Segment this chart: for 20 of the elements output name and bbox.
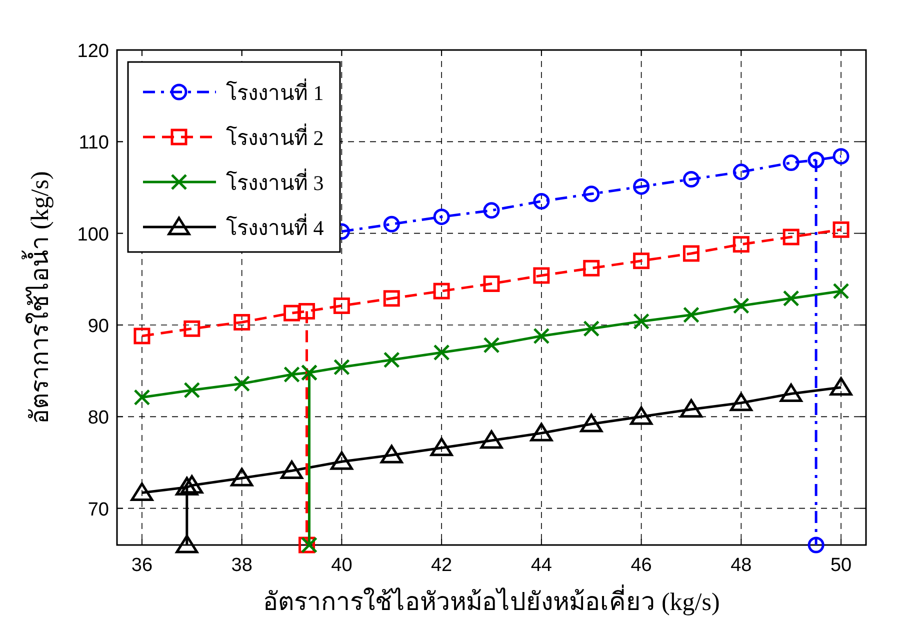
y-tick-label: 80 bbox=[88, 408, 109, 429]
y-tick-label: 100 bbox=[77, 224, 109, 246]
y-tick-label: 90 bbox=[88, 316, 109, 337]
x-tick-label: 48 bbox=[730, 555, 752, 576]
y-tick-label: 70 bbox=[88, 499, 109, 520]
y-tick-label: 110 bbox=[78, 132, 109, 154]
x-tick-label: 44 bbox=[530, 555, 552, 576]
legend-label: โรงงานที่ 4 bbox=[226, 213, 324, 240]
x-tick-label: 38 bbox=[231, 555, 252, 576]
x-tick-label: 50 bbox=[830, 555, 852, 576]
y-tick-label: 120 bbox=[77, 41, 109, 62]
x-tick-label: 36 bbox=[131, 555, 153, 576]
x-tick-label: 42 bbox=[430, 555, 452, 576]
x-tick-label: 40 bbox=[331, 555, 352, 576]
legend-label: โรงงานที่ 2 bbox=[226, 123, 324, 150]
x-tick-label: 46 bbox=[630, 555, 652, 576]
x-axis-title: อัตราการใช้ไอหัวหม้อไปยังหม้อเคี่ยว (kg/s) bbox=[263, 584, 720, 616]
y-axis-title: อัตราการใช้ไอน้ำ (kg/s) bbox=[21, 171, 54, 424]
legend-label: โรงงานที่ 3 bbox=[226, 168, 324, 195]
legend-label: โรงงานที่ 1 bbox=[226, 78, 324, 105]
